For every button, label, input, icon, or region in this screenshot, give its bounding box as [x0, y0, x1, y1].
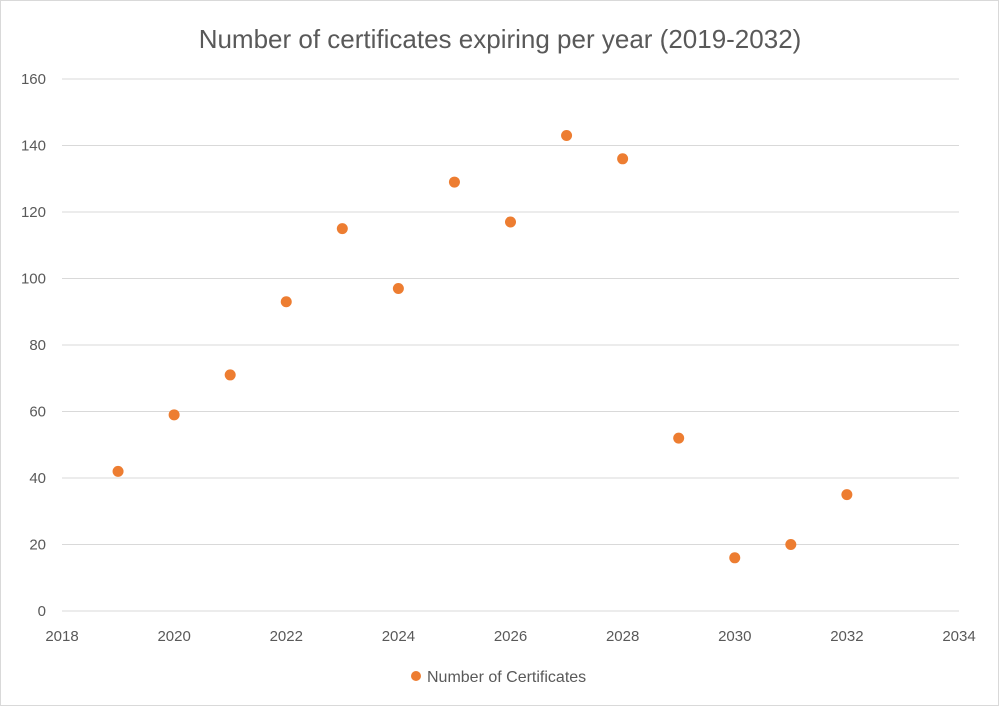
- legend-label: Number of Certificates: [427, 669, 586, 686]
- data-point: [224, 369, 236, 381]
- data-point: [729, 552, 741, 564]
- data-point: [561, 130, 573, 142]
- data-point: [448, 176, 460, 188]
- y-tick-label: 40: [29, 470, 46, 487]
- y-tick-label: 100: [21, 271, 46, 288]
- y-tick-label: 0: [38, 603, 46, 620]
- chart-title: Number of certificates expiring per year…: [199, 24, 802, 54]
- data-point: [280, 296, 292, 308]
- y-tick-label: 140: [21, 138, 46, 155]
- gridlines: [62, 78, 959, 612]
- y-tick-label: 80: [29, 337, 46, 354]
- data-point: [673, 432, 685, 444]
- data-point: [112, 465, 124, 477]
- data-points: [112, 130, 853, 564]
- y-axis-tick-labels: 0 20 40 60 80 100 120 140 160: [21, 71, 46, 620]
- legend: Number of Certificates: [411, 669, 586, 686]
- data-point: [505, 216, 516, 228]
- x-tick-label: 2024: [382, 628, 415, 645]
- data-point: [336, 223, 348, 235]
- y-tick-label: 20: [29, 537, 46, 554]
- x-axis-tick-labels: 2018 2020 2022 2024 2026 2028 2030 2032 2034: [45, 628, 975, 645]
- x-tick-label: 2026: [494, 628, 527, 645]
- data-point: [617, 153, 629, 165]
- x-tick-label: 2028: [606, 628, 639, 645]
- x-tick-label: 2020: [157, 628, 190, 645]
- x-tick-label: 2018: [45, 628, 78, 645]
- data-point: [392, 282, 404, 294]
- y-tick-label: 60: [29, 404, 46, 421]
- data-point: [168, 409, 180, 421]
- x-tick-label: 2022: [270, 628, 303, 645]
- x-tick-label: 2030: [718, 628, 751, 645]
- legend-marker: [411, 671, 421, 681]
- y-tick-label: 160: [21, 71, 46, 88]
- x-tick-label: 2032: [830, 628, 863, 645]
- data-point: [841, 489, 853, 501]
- x-tick-label: 2034: [942, 628, 975, 645]
- data-point: [785, 539, 797, 550]
- y-tick-label: 120: [21, 204, 46, 221]
